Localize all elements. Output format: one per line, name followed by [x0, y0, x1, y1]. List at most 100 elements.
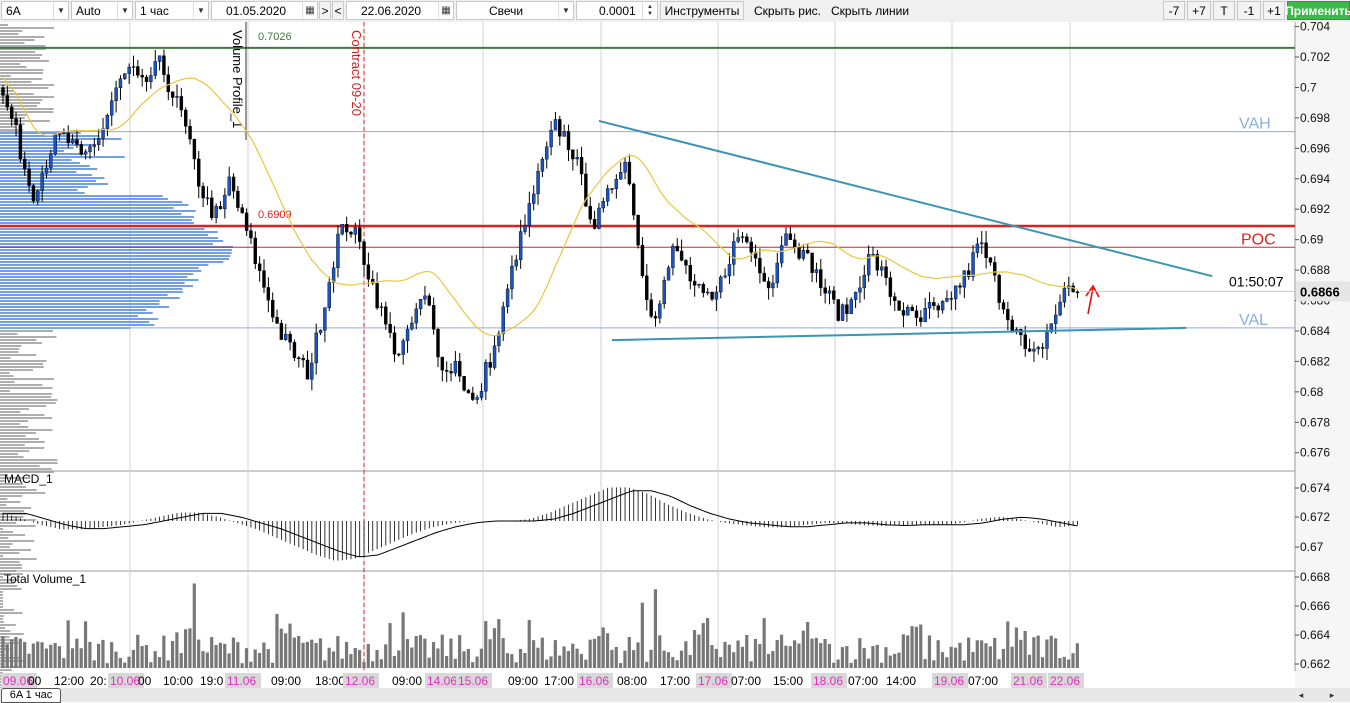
candle-body-down	[910, 306, 914, 311]
apply-button[interactable]: Применить	[1285, 1, 1350, 20]
volume-bar	[31, 643, 35, 668]
candle	[297, 356, 301, 368]
candle-body-up	[871, 253, 875, 256]
minus1-button[interactable]: -1	[1237, 1, 1261, 20]
candle-body-up	[101, 128, 105, 139]
candle	[623, 156, 627, 180]
volume-bar	[753, 638, 758, 668]
candle-body-up	[605, 188, 610, 202]
candle	[449, 363, 453, 382]
chevron-down-icon: ▼	[193, 2, 208, 19]
candle-body-up	[331, 267, 336, 283]
candle-body-up	[1036, 347, 1041, 350]
price-chart[interactable]: 0.704 0.702 0.7 0.698 0.696 0.694 0.692 0.69 0.6…	[0, 22, 1350, 688]
volume-bar	[162, 635, 166, 668]
candle	[714, 285, 719, 312]
candle-body-up	[714, 291, 719, 300]
volume-bar	[201, 651, 205, 668]
candle-body-down	[1, 87, 5, 96]
volume-bar	[1006, 621, 1010, 668]
volume-bar	[736, 640, 740, 668]
volume-bar	[244, 648, 249, 668]
date-label-badge	[696, 673, 732, 688]
volume-profile-bar	[0, 348, 20, 350]
chevron-down-icon: ▼	[53, 2, 68, 19]
volume-bar	[144, 645, 149, 668]
candle-body-up	[771, 282, 775, 289]
candle	[492, 335, 497, 370]
volume-profile-bar	[0, 195, 163, 197]
symbol-select[interactable]: 6A ▼	[1, 1, 69, 20]
volume-profile-bar	[0, 588, 22, 590]
spinner-icon[interactable]: ▲ ▼	[642, 2, 657, 19]
candle-body-down	[845, 304, 849, 314]
volume-profile-bar	[0, 213, 182, 215]
candle-body-down	[236, 190, 240, 208]
volume-profile-bar	[0, 300, 160, 302]
volume-bar	[897, 652, 901, 668]
candle	[14, 111, 18, 137]
candle	[271, 292, 275, 323]
candle	[479, 383, 484, 401]
candle	[1058, 294, 1062, 317]
volume-profile-bar	[0, 441, 45, 443]
volume-tick-label: 0.664	[1300, 628, 1330, 642]
volume-bar	[553, 640, 557, 668]
candle	[893, 292, 897, 312]
candle-body-up	[980, 242, 984, 245]
candle-body-up	[553, 119, 558, 131]
candle	[840, 303, 845, 321]
x-axis-date-label: 10.06	[110, 674, 140, 688]
candle-body-up	[118, 78, 123, 89]
x-axis-date-label: 15.06	[458, 674, 488, 688]
chart-type-select[interactable]: Свечи ▼	[456, 1, 574, 20]
minus7-button[interactable]: -7	[1163, 1, 1185, 20]
next-date-button[interactable]: >	[319, 1, 331, 20]
scroll-left-icon[interactable]: ◂	[1298, 690, 1304, 700]
volume-bar	[149, 662, 153, 668]
candle-body-down	[9, 106, 14, 119]
candle	[392, 325, 397, 363]
t-button[interactable]: T	[1213, 1, 1235, 20]
timeframe-select[interactable]: 1 час ▼	[135, 1, 209, 20]
candle	[105, 113, 110, 137]
volume-bar	[205, 652, 209, 668]
volume-profile-bar	[0, 621, 5, 623]
tab-6a-1h[interactable]: 6A 1 час	[1, 688, 61, 703]
volume-bar	[884, 647, 888, 668]
date-to-field[interactable]: 22.06.2020 ▦	[346, 1, 454, 20]
calendar-icon[interactable]: ▦	[302, 2, 317, 19]
tools-button[interactable]: Инструменты	[660, 1, 744, 20]
prev-date-button[interactable]: <	[332, 1, 344, 20]
plus7-button[interactable]: +7	[1187, 1, 1211, 20]
candle	[162, 49, 166, 83]
volume-profile-bar	[0, 528, 3, 530]
macd-title: MACD_1	[4, 472, 53, 486]
toolbar: 6A ▼ Auto ▼ 1 час ▼ 01.05.2020 ▦ > < 22.06.2…	[0, 0, 1350, 23]
candle	[645, 264, 649, 311]
candle-body-up	[549, 129, 553, 148]
hide-drawings-button[interactable]: Скрыть рис.	[754, 4, 822, 18]
hide-lines-button[interactable]: Скрыть линии	[831, 4, 910, 18]
candle-body-up	[1032, 348, 1036, 352]
candle-body-up	[310, 362, 314, 380]
volume-bar	[192, 583, 196, 668]
volume-bar	[745, 634, 749, 668]
scale-select[interactable]: Auto ▼	[71, 1, 133, 20]
volume-profile-bar	[0, 177, 105, 179]
candle-body-up	[401, 340, 405, 355]
plus1-button[interactable]: +1	[1263, 1, 1285, 20]
calendar-icon[interactable]: ▦	[438, 2, 453, 19]
volume-bar	[914, 626, 918, 668]
volume-bar	[388, 623, 392, 668]
volume-profile-bar	[0, 393, 53, 395]
candle	[953, 285, 958, 311]
scroll-right-icon[interactable]: ▸	[1329, 690, 1335, 700]
candle-body-up	[514, 259, 518, 267]
candle	[540, 156, 545, 178]
step-field[interactable]: 0.0001 ▲ ▼	[576, 1, 658, 20]
candle-body-down	[27, 168, 31, 186]
candle-body-up	[784, 233, 788, 246]
volume-bar	[788, 646, 792, 668]
date-from-field[interactable]: 01.05.2020 ▦	[211, 1, 318, 20]
